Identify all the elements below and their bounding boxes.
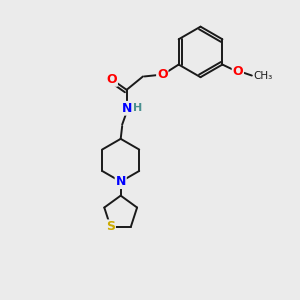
Text: O: O [157,68,168,82]
Text: N: N [122,102,132,115]
Text: O: O [232,65,243,79]
Text: N: N [116,175,126,188]
Text: S: S [106,220,115,233]
Text: CH₃: CH₃ [253,70,273,80]
Text: H: H [133,103,142,113]
Text: O: O [106,73,117,86]
